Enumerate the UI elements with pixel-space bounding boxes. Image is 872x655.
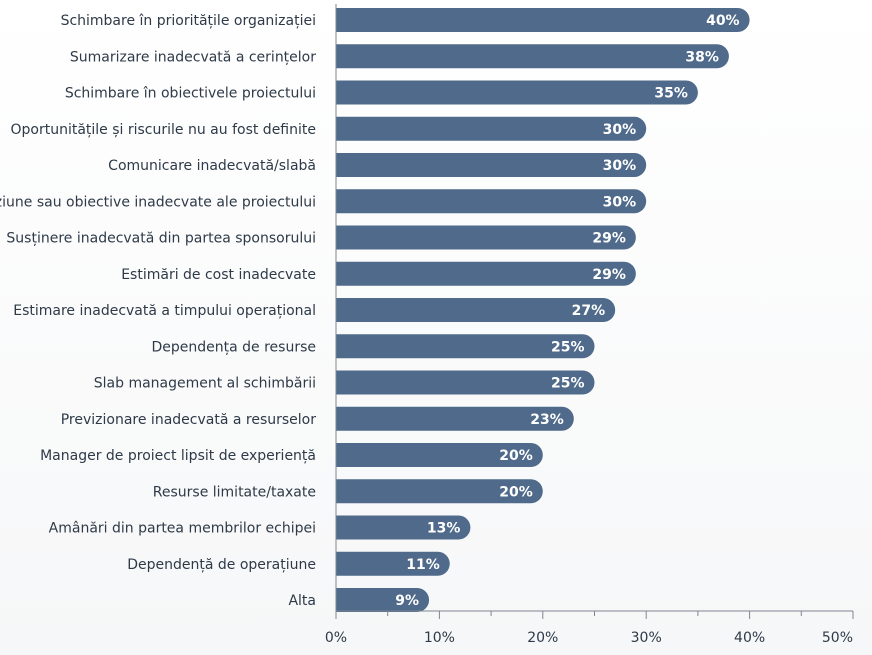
bar-value-label: 29% <box>592 267 626 283</box>
bar <box>336 261 636 286</box>
bar <box>336 116 647 141</box>
category-label: Schimbare în obiectivele proiectului <box>65 86 316 102</box>
bar-value-label: 29% <box>592 231 626 247</box>
bar <box>336 370 595 395</box>
bar <box>336 334 595 359</box>
category-label: Alta <box>288 593 316 609</box>
category-label: Dependență de operațiune <box>127 557 316 573</box>
bar-value-label: 38% <box>685 49 719 65</box>
category-label: Sumarizare inadecvată a cerințelor <box>70 49 316 65</box>
bars-layer: Schimbare în prioritățile organizației 40… <box>0 8 750 612</box>
category-label: Amânări din partea membrilor echipei <box>49 521 316 537</box>
bar <box>336 551 450 576</box>
bar <box>336 153 647 177</box>
category-label: Dependența de resurse <box>152 339 317 355</box>
bar-value-label: 20% <box>499 448 533 464</box>
x-tick-label: 50% <box>822 630 853 646</box>
bar <box>336 298 616 322</box>
x-tick-label: 0% <box>325 630 347 646</box>
x-tick-label: 30% <box>631 630 662 646</box>
category-label: Schimbare în prioritățile organizației <box>61 13 316 29</box>
bar-value-label: 27% <box>572 303 606 319</box>
bar-value-label: 25% <box>551 376 585 392</box>
category-label: Comunicare inadecvată/slabă <box>108 158 316 174</box>
category-label: Slab management al schimbării <box>94 376 316 392</box>
bar-value-label: 20% <box>499 484 533 500</box>
category-label: Estimare inadecvată a timpului operațion… <box>13 303 316 319</box>
category-label: Susținere inadecvată din partea sponsoru… <box>6 231 316 247</box>
x-axis: 0% 10% 20% 30% 40% 50% <box>325 4 854 646</box>
bar <box>336 225 636 250</box>
bar <box>336 406 574 431</box>
bar <box>336 515 471 540</box>
bar-value-label: 30% <box>603 122 637 138</box>
bar-value-label: 11% <box>406 557 440 573</box>
x-tick-label: 20% <box>527 630 558 646</box>
bar-value-label: 23% <box>530 412 564 428</box>
bar <box>336 479 543 504</box>
category-label: Previzionare inadecvată a resurselor <box>61 412 316 428</box>
category-label: Viziune sau obiective inadecvate ale pro… <box>0 194 316 210</box>
bar-value-label: 9% <box>395 593 419 609</box>
bar-value-label: 40% <box>706 13 740 29</box>
x-tick-label: 10% <box>424 630 455 646</box>
bar <box>336 8 750 32</box>
bar-value-label: 13% <box>427 521 461 537</box>
category-label: Manager de proiect lipsit de experiență <box>40 448 316 464</box>
bar <box>336 44 729 69</box>
bar-value-label: 30% <box>603 194 637 210</box>
bar <box>336 443 543 467</box>
bar-value-label: 30% <box>603 158 637 174</box>
category-label: Estimări de cost inadecvate <box>121 267 316 283</box>
category-label: Oportunitățile și riscurile nu au fost d… <box>10 122 316 138</box>
bar-value-label: 25% <box>551 339 585 355</box>
bar <box>336 588 430 612</box>
category-label: Resurse limitate/taxate <box>153 484 316 500</box>
bar-value-label: 35% <box>654 86 688 102</box>
bar <box>336 189 647 214</box>
x-tick-label: 40% <box>734 630 765 646</box>
bar <box>336 80 698 105</box>
